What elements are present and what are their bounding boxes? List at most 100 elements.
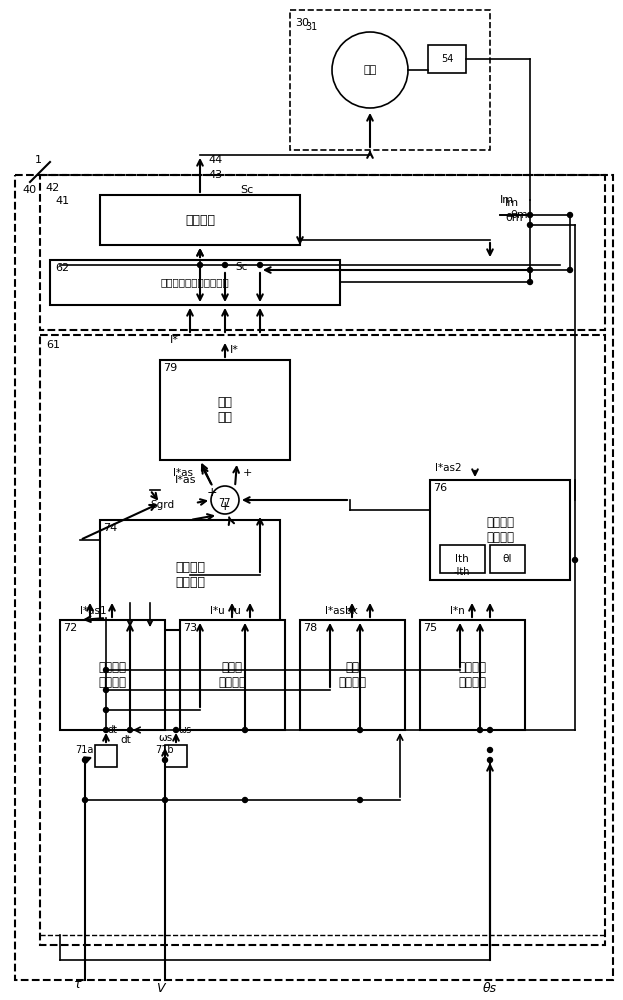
Text: I*as1: I*as1 <box>80 606 107 616</box>
Circle shape <box>82 798 87 802</box>
Text: Ith: Ith <box>455 554 469 564</box>
Circle shape <box>477 728 482 732</box>
Circle shape <box>242 728 247 732</box>
Bar <box>160 360 290 460</box>
Text: 切換
電路: 切換 電路 <box>217 396 232 424</box>
Text: 31: 31 <box>305 22 317 32</box>
Circle shape <box>163 798 168 802</box>
Bar <box>430 480 570 580</box>
Text: 第二保護
處理電路: 第二保護 處理電路 <box>486 516 514 544</box>
Bar <box>100 520 280 630</box>
Text: 78: 78 <box>303 623 317 633</box>
Circle shape <box>528 267 533 272</box>
Bar <box>440 545 485 573</box>
Text: 61: 61 <box>46 340 60 350</box>
Text: I*u  Iu: I*u Iu <box>210 606 241 616</box>
Text: I*: I* <box>170 335 179 345</box>
Text: dt: dt <box>108 725 118 735</box>
Text: 第二輔助
控制電路: 第二輔助 控制電路 <box>458 661 486 689</box>
Circle shape <box>358 798 363 802</box>
Text: Im: Im <box>505 198 519 208</box>
Text: 77: 77 <box>218 498 231 508</box>
Circle shape <box>488 728 493 732</box>
Text: 76: 76 <box>433 483 447 493</box>
Text: I*as2: I*as2 <box>435 463 462 473</box>
Text: 73: 73 <box>183 623 197 633</box>
Bar <box>420 620 525 730</box>
Bar <box>40 335 605 945</box>
Text: 42: 42 <box>45 183 59 193</box>
Circle shape <box>528 213 533 218</box>
Text: τ: τ <box>74 978 82 991</box>
Circle shape <box>573 558 578 562</box>
Text: 驅動電路: 驅動電路 <box>185 214 215 227</box>
Bar <box>40 175 605 330</box>
Text: Sgrd: Sgrd <box>150 500 174 510</box>
Circle shape <box>528 279 533 284</box>
Circle shape <box>103 668 108 672</box>
Text: 71a: 71a <box>75 745 93 755</box>
Circle shape <box>82 758 87 762</box>
Circle shape <box>128 728 133 732</box>
Text: 第一保護
處理電路: 第一保護 處理電路 <box>175 561 205 589</box>
Circle shape <box>103 708 108 712</box>
Text: 備用
控制電路: 備用 控制電路 <box>338 661 366 689</box>
Text: I*as: I*as <box>175 475 196 485</box>
Circle shape <box>568 213 573 218</box>
Circle shape <box>242 798 247 802</box>
Text: 功率變換電路控制成電路: 功率變換電路控制成電路 <box>161 277 229 287</box>
Text: I*: I* <box>230 345 239 355</box>
Text: 79: 79 <box>163 363 178 373</box>
Bar <box>50 260 340 305</box>
Text: I*asbk: I*asbk <box>325 606 358 616</box>
Text: dt: dt <box>120 735 131 745</box>
Bar <box>300 620 405 730</box>
Circle shape <box>488 758 493 762</box>
Text: 75: 75 <box>423 623 437 633</box>
Bar <box>15 175 613 980</box>
Text: 上下限
運算電路: 上下限 運算電路 <box>218 661 246 689</box>
Text: 43: 43 <box>208 170 222 180</box>
Circle shape <box>358 728 363 732</box>
Bar <box>95 745 117 767</box>
Text: +: + <box>242 468 252 478</box>
Text: V: V <box>156 982 164 995</box>
Text: 1: 1 <box>35 155 42 165</box>
Text: θm: θm <box>505 213 523 223</box>
Text: +: + <box>207 487 217 499</box>
Bar <box>290 10 490 150</box>
Text: +: + <box>220 500 231 514</box>
Circle shape <box>568 267 573 272</box>
Text: θI: θI <box>502 554 511 564</box>
Bar <box>165 745 187 767</box>
Circle shape <box>222 262 227 267</box>
Circle shape <box>332 32 408 108</box>
Text: θs: θs <box>483 982 497 995</box>
Circle shape <box>488 748 493 752</box>
Circle shape <box>197 262 202 267</box>
Bar <box>60 620 165 730</box>
Text: 44: 44 <box>208 155 222 165</box>
Text: 41: 41 <box>55 196 69 206</box>
Text: -Ith: -Ith <box>454 567 470 577</box>
Text: 馬達: 馬達 <box>363 65 377 75</box>
Circle shape <box>103 728 108 732</box>
Circle shape <box>173 728 179 732</box>
Text: Im: Im <box>500 195 514 205</box>
Text: 54: 54 <box>441 54 453 64</box>
Text: 第一輔助
控制電路: 第一輔助 控制電路 <box>98 661 126 689</box>
Text: 74: 74 <box>103 523 117 533</box>
Bar <box>180 620 285 730</box>
Bar <box>100 195 300 245</box>
Text: 62: 62 <box>55 263 69 273</box>
Text: Sc: Sc <box>240 185 254 195</box>
Bar <box>490 545 525 573</box>
Bar <box>428 45 466 73</box>
Text: ωs: ωs <box>158 733 172 743</box>
Text: θm: θm <box>510 210 528 220</box>
Text: ωs: ωs <box>178 725 191 735</box>
Text: 30: 30 <box>295 18 309 28</box>
Circle shape <box>257 262 262 267</box>
Circle shape <box>211 486 239 514</box>
Circle shape <box>103 688 108 692</box>
